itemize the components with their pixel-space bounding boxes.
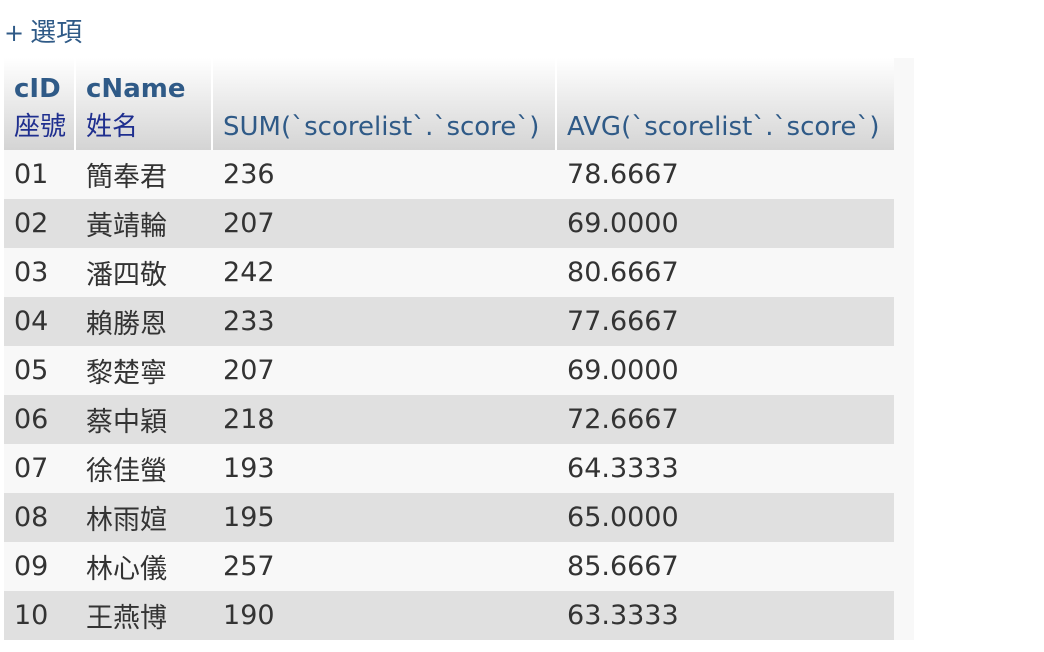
column-header-cid[interactable]: cID 座號 (4, 58, 77, 150)
cell-cid: 06 (4, 395, 77, 444)
cell-avg: 69.0000 (557, 199, 895, 248)
column-comment: 姓名 (86, 112, 139, 142)
cell-cname: 王燕博 (76, 591, 214, 640)
column-header-sum-score[interactable]: SUM(`scorelist`.`score`) (213, 58, 558, 150)
column-label[interactable]: SUM(`scorelist`.`score`) (223, 112, 540, 142)
table-row: 10 王燕博 190 63.3333 (4, 591, 895, 640)
cell-sum: 242 (213, 248, 558, 297)
cell-cname: 潘四敬 (76, 248, 214, 297)
cell-cid: 09 (4, 542, 77, 591)
options-toggle[interactable]: + 選項 (4, 16, 82, 50)
cell-avg: 78.6667 (557, 150, 895, 199)
cell-cid: 05 (4, 346, 77, 395)
cell-avg: 80.6667 (557, 248, 895, 297)
table-row: 08 林雨媗 195 65.0000 (4, 493, 895, 542)
table-row: 09 林心儀 257 85.6667 (4, 542, 895, 591)
results-table-container: cID 座號 cName 姓名 SUM(`scorelist`.`score`)… (4, 58, 914, 640)
table-row: 02 黃靖輪 207 69.0000 (4, 199, 895, 248)
options-label[interactable]: 選項 (30, 18, 83, 48)
cell-cid: 01 (4, 150, 77, 199)
cell-cid: 08 (4, 493, 77, 542)
cell-avg: 72.6667 (557, 395, 895, 444)
cell-avg: 64.3333 (557, 444, 895, 493)
cell-sum: 233 (213, 297, 558, 346)
cell-sum: 218 (213, 395, 558, 444)
cell-cname: 簡奉君 (76, 150, 214, 199)
cell-cname: 林雨媗 (76, 493, 214, 542)
table-row: 05 黎楚寧 207 69.0000 (4, 346, 895, 395)
results-table: cID 座號 cName 姓名 SUM(`scorelist`.`score`)… (4, 58, 895, 640)
cell-avg: 69.0000 (557, 346, 895, 395)
cell-avg: 65.0000 (557, 493, 895, 542)
cell-sum: 257 (213, 542, 558, 591)
column-header-avg-score[interactable]: AVG(`scorelist`.`score`) (557, 58, 895, 150)
column-name[interactable]: cName (86, 74, 186, 104)
cell-cname: 徐佳螢 (76, 444, 214, 493)
cell-avg: 63.3333 (557, 591, 895, 640)
cell-cid: 03 (4, 248, 77, 297)
column-header-cname[interactable]: cName 姓名 (76, 58, 214, 150)
expand-plus-icon[interactable]: + (4, 19, 25, 47)
table-row: 01 簡奉君 236 78.6667 (4, 150, 895, 199)
table-row: 04 賴勝恩 233 77.6667 (4, 297, 895, 346)
column-label[interactable]: AVG(`scorelist`.`score`) (567, 112, 880, 142)
cell-cid: 07 (4, 444, 77, 493)
table-row: 06 蔡中穎 218 72.6667 (4, 395, 895, 444)
cell-cid: 04 (4, 297, 77, 346)
cell-cid: 10 (4, 591, 77, 640)
cell-sum: 207 (213, 199, 558, 248)
cell-cname: 黎楚寧 (76, 346, 214, 395)
cell-sum: 193 (213, 444, 558, 493)
column-comment: 座號 (14, 112, 67, 142)
cell-sum: 190 (213, 591, 558, 640)
cell-cid: 02 (4, 199, 77, 248)
cell-cname: 蔡中穎 (76, 395, 214, 444)
cell-cname: 賴勝恩 (76, 297, 214, 346)
cell-sum: 195 (213, 493, 558, 542)
cell-avg: 85.6667 (557, 542, 895, 591)
cell-sum: 236 (213, 150, 558, 199)
cell-avg: 77.6667 (557, 297, 895, 346)
header-row: cID 座號 cName 姓名 SUM(`scorelist`.`score`)… (4, 58, 895, 150)
cell-cname: 黃靖輪 (76, 199, 214, 248)
column-name[interactable]: cID (14, 74, 61, 104)
cell-cname: 林心儀 (76, 542, 214, 591)
table-row: 07 徐佳螢 193 64.3333 (4, 444, 895, 493)
table-row: 03 潘四敬 242 80.6667 (4, 248, 895, 297)
cell-sum: 207 (213, 346, 558, 395)
